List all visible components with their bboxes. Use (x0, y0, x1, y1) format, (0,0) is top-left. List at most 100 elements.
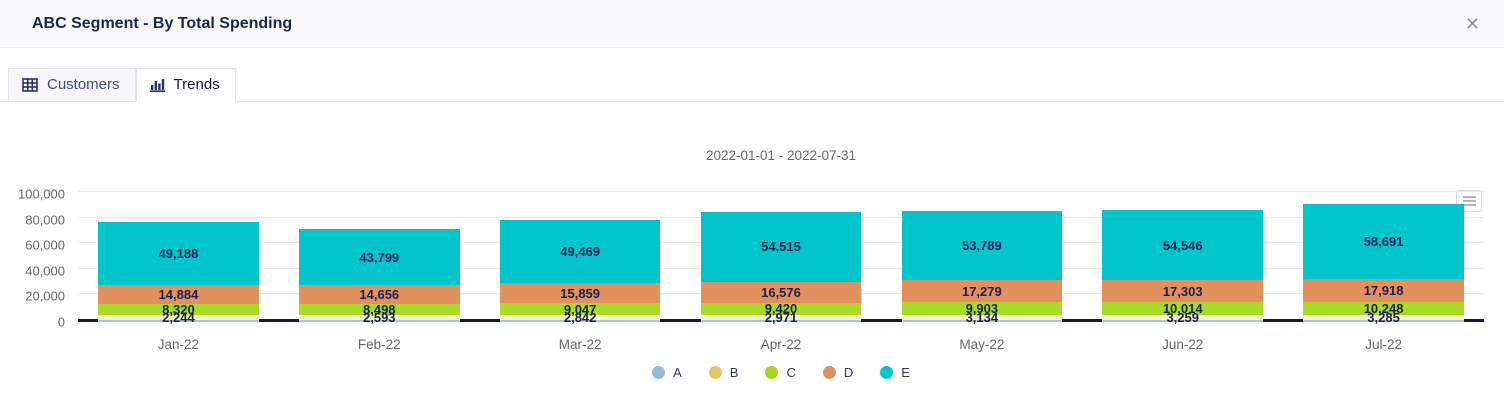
bar-value-label: 17,918 (1363, 282, 1404, 298)
bar-segment-D[interactable]: 17,279 (901, 280, 1063, 303)
bar-segment-B[interactable]: 2,842 (499, 311, 661, 324)
gridline (78, 191, 1484, 192)
y-axis-tick-label: 100,000 (18, 186, 65, 202)
bar-value-label: 2,244 (162, 310, 195, 325)
tab-customers-label: Customers (47, 76, 120, 93)
bar-value-label: 14,884 (158, 287, 199, 303)
bar-column: 3,134 9,903 17,279 53,789 (881, 194, 1082, 324)
bar-value-label: 2,593 (363, 310, 396, 325)
bar-stack-Jul-22: 3,285 10,248 17,918 58,691 (1303, 203, 1464, 324)
bar-value-label: 17,279 (961, 283, 1002, 299)
bar-column: 3,285 10,248 17,918 58,691 (1283, 194, 1484, 324)
bar-segment-E[interactable]: 58,691 (1303, 203, 1464, 279)
bar-segment-E[interactable]: 49,188 (98, 222, 259, 286)
bar-segment-C[interactable]: 10,014 (1102, 302, 1264, 315)
tab-customers[interactable]: Customers (8, 68, 136, 102)
bar-segment-D[interactable]: 17,303 (1102, 280, 1264, 303)
bar-value-label: 10,248 (1363, 300, 1404, 316)
x-axis-category-label: Mar-22 (558, 337, 602, 352)
bar-segment-E[interactable]: 54,515 (700, 211, 862, 282)
bar-stack-Jan-22: 2,244 8,320 14,884 49,188 (98, 222, 259, 324)
bar-value-label: 58,691 (1363, 233, 1404, 249)
bar-segment-E[interactable]: 54,546 (1102, 210, 1264, 281)
bar-value-label: 2,842 (563, 310, 597, 325)
bar-segment-E[interactable]: 49,469 (499, 219, 661, 284)
close-icon[interactable]: ✕ (1464, 13, 1480, 34)
bar-segment-B[interactable]: 2,244 (98, 311, 259, 324)
legend-item-A[interactable]: A (652, 365, 682, 380)
tab-trends[interactable]: Trends (135, 68, 236, 102)
legend-item-B[interactable]: B (708, 365, 739, 380)
bar-value-label: 49,188 (158, 246, 199, 262)
bar-value-label: 17,303 (1162, 283, 1203, 299)
bar-column: 2,593 8,498 14,656 43,799 (279, 194, 480, 324)
x-axis-category-label: Apr-22 (760, 337, 802, 352)
bar-segment-D[interactable]: 14,884 (98, 285, 259, 305)
x-axis-category-label: Jun-22 (1162, 337, 1204, 352)
bar-segment-A[interactable] (1303, 320, 1464, 322)
bar-segment-B[interactable]: 3,285 (1303, 311, 1464, 324)
bar-segment-A[interactable] (298, 320, 460, 322)
bars-layer: 2,244 8,320 14,884 49,188 2,593 8,498 14,656 43… (78, 194, 1484, 324)
window-title: ABC Segment - By Total Spending (32, 14, 293, 32)
bar-column: 2,842 9,047 15,859 49,469 (480, 194, 681, 324)
bar-segment-B[interactable]: 3,259 (1102, 311, 1264, 324)
bar-column: 2,244 8,320 14,884 49,188 (78, 194, 279, 324)
bar-segment-D[interactable]: 14,656 (298, 285, 460, 305)
x-axis-category-label: Feb-22 (357, 337, 401, 352)
bar-value-label: 9,903 (965, 301, 999, 317)
bar-segment-C[interactable]: 8,498 (298, 303, 460, 316)
legend-marker-icon (652, 366, 666, 379)
legend-label: D (843, 365, 854, 380)
bar-segment-C[interactable]: 8,320 (98, 302, 259, 318)
bar-segment-A[interactable] (700, 320, 862, 322)
bar-segment-E[interactable]: 53,789 (901, 211, 1063, 281)
bar-value-label: 43,799 (359, 249, 400, 265)
bar-column: 3,259 10,014 17,303 54,546 (1082, 194, 1283, 324)
bar-segment-A[interactable] (901, 320, 1063, 322)
bar-value-label: 54,515 (761, 239, 801, 255)
bar-value-label: 8,320 (162, 302, 195, 318)
bar-segment-B[interactable]: 2,971 (700, 311, 862, 324)
tab-trends-label: Trends (173, 76, 220, 93)
legend-label: A (673, 365, 682, 380)
legend-item-E[interactable]: E (880, 365, 910, 380)
bar-segment-D[interactable]: 17,918 (1303, 278, 1464, 302)
bar-column: 2,971 9,420 16,576 54,515 (681, 194, 882, 324)
legend-label: C (786, 365, 796, 380)
bar-stack-Jun-22: 3,259 10,014 17,303 54,546 (1102, 210, 1264, 324)
legend-marker-icon (708, 366, 722, 379)
bar-stack-Mar-22: 2,842 9,047 15,859 49,469 (499, 219, 661, 324)
bar-stack-Feb-22: 2,593 8,498 14,656 43,799 (298, 229, 460, 324)
bar-segment-E[interactable]: 43,799 (298, 229, 460, 286)
bar-value-label: 3,259 (1166, 310, 1199, 325)
x-axis-category-label: Jul-22 (1365, 337, 1402, 352)
legend-label: B (729, 365, 739, 380)
bar-segment-A[interactable] (1102, 320, 1264, 322)
plot-wrapper: 2,244 8,320 14,884 49,188 2,593 8,498 14,656 43… (18, 187, 1484, 330)
bar-segment-D[interactable]: 15,859 (499, 283, 661, 304)
bar-segment-C[interactable]: 9,420 (700, 302, 862, 315)
bar-segment-D[interactable]: 16,576 (700, 281, 862, 303)
legend-marker-icon (822, 366, 836, 379)
tabs-bar: Customers Trends (0, 68, 1504, 102)
table-icon (22, 77, 38, 92)
legend-item-C[interactable]: C (765, 365, 796, 380)
bar-segment-C[interactable]: 9,903 (901, 301, 1063, 317)
bar-chart-icon (149, 78, 165, 92)
bar-value-label: 9,047 (563, 301, 597, 317)
y-axis-tick-label: 20,000 (25, 288, 65, 304)
bar-value-label: 53,789 (961, 238, 1002, 254)
bar-segment-C[interactable]: 9,047 (499, 301, 661, 317)
legend-item-D[interactable]: D (822, 365, 854, 380)
bar-segment-C[interactable]: 10,248 (1303, 300, 1464, 316)
x-axis-labels: Jan-22 Feb-22 Mar-22 Apr-22 May-22 Jun-22 Jul-… (78, 337, 1484, 352)
bar-segment-A[interactable] (98, 320, 259, 322)
x-axis-category-label: Jan-22 (157, 337, 200, 352)
bar-stack-Apr-22: 2,971 9,420 16,576 54,515 (700, 211, 862, 324)
bar-value-label: 15,859 (560, 285, 601, 301)
bar-segment-A[interactable] (499, 320, 661, 322)
bar-segment-B[interactable]: 2,593 (298, 311, 460, 324)
bar-segment-B[interactable]: 3,134 (901, 311, 1063, 324)
bar-value-label: 14,656 (359, 287, 400, 303)
